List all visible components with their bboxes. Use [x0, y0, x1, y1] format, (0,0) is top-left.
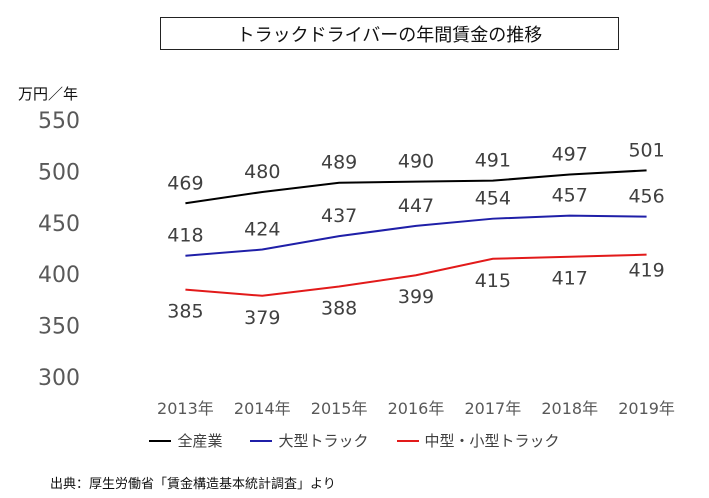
y-tick-label: 450	[38, 212, 80, 237]
series-line-1	[185, 214, 647, 257]
legend-item: 全産業	[149, 430, 222, 451]
data-label: 497	[552, 143, 588, 165]
x-tick-label: 2013年	[157, 399, 214, 418]
legend-swatch	[396, 439, 419, 442]
data-label: 454	[475, 188, 511, 210]
legend-item: 中型・小型トラック	[396, 430, 560, 451]
legend-label: 中型・小型トラック	[424, 432, 560, 450]
legend-label: 大型トラック	[278, 432, 369, 450]
data-label: 491	[475, 150, 511, 172]
data-label: 437	[321, 205, 357, 227]
data-label: 457	[552, 185, 588, 207]
chart-title: トラックドライバーの年間賃金の推移	[160, 17, 619, 50]
chart-legend: 全産業 大型トラック 中型・小型トラック	[0, 430, 709, 451]
y-tick-label: 350	[38, 315, 80, 340]
x-tick-label: 2018年	[541, 399, 598, 418]
y-tick-label: 500	[38, 160, 80, 185]
series-line-0	[185, 169, 647, 205]
y-tick-label: 300	[38, 366, 80, 391]
data-label: 399	[398, 286, 434, 308]
data-label: 489	[321, 152, 357, 174]
x-tick-label: 2015年	[311, 399, 368, 418]
legend-item: 大型トラック	[250, 430, 369, 451]
data-label: 501	[628, 139, 664, 161]
data-label: 385	[167, 301, 203, 323]
x-tick-label: 2016年	[388, 399, 445, 418]
legend-label: 全産業	[177, 432, 223, 450]
data-label: 456	[628, 186, 664, 208]
data-label: 490	[398, 151, 434, 173]
y-tick-label: 400	[38, 263, 80, 288]
y-tick-label: 550	[38, 109, 80, 134]
data-label: 419	[628, 260, 664, 282]
x-tick-label: 2014年	[234, 399, 291, 418]
x-tick-label: 2017年	[464, 399, 521, 418]
data-label: 379	[244, 307, 280, 329]
x-tick-label: 2019年	[618, 399, 675, 418]
data-label: 418	[167, 225, 203, 247]
series-line-2	[185, 253, 647, 297]
legend-swatch	[149, 439, 172, 442]
data-label: 417	[552, 268, 588, 290]
data-label: 469	[167, 172, 203, 194]
legend-swatch	[250, 439, 273, 442]
data-label: 447	[398, 195, 434, 217]
data-label: 388	[321, 298, 357, 320]
data-label: 424	[244, 219, 280, 241]
data-label: 480	[244, 161, 280, 183]
source-note: 出典：厚生労働省「賃金構造基本統計調査」より	[50, 477, 336, 492]
y-axis-unit-label: 万円／年	[18, 85, 79, 103]
data-label: 415	[475, 270, 511, 292]
